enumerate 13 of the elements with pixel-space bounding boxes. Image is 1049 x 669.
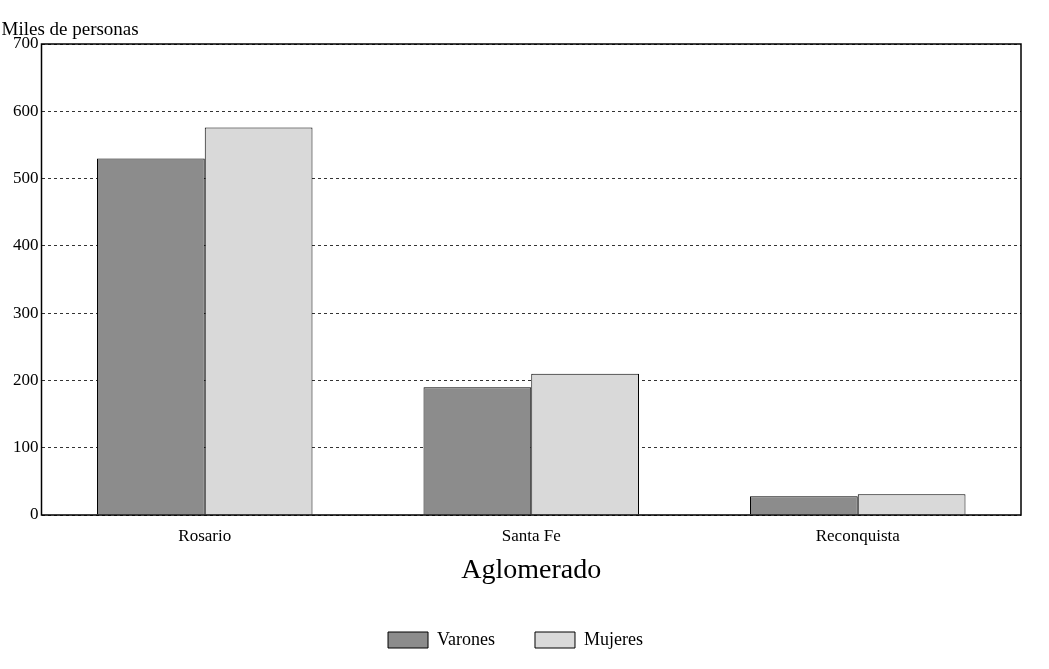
- y-tick-label: 500: [13, 168, 39, 188]
- x-tick-label: Reconquista: [815, 525, 901, 545]
- y-tick-label: 300: [13, 302, 39, 322]
- x-tick-label: Santa Fe: [501, 525, 561, 545]
- y-tick-label: 400: [13, 235, 39, 255]
- x-axis-title: Aglomerado: [461, 552, 602, 584]
- legend-label: Mujeres: [584, 628, 643, 649]
- x-tick-label: Rosario: [178, 525, 232, 545]
- y-tick-label: 200: [13, 369, 39, 389]
- y-tick-label: 100: [13, 437, 39, 457]
- legend-label: Varones: [437, 628, 495, 649]
- y-tick-label: 600: [13, 100, 39, 120]
- y-tick-label: 0: [30, 504, 39, 524]
